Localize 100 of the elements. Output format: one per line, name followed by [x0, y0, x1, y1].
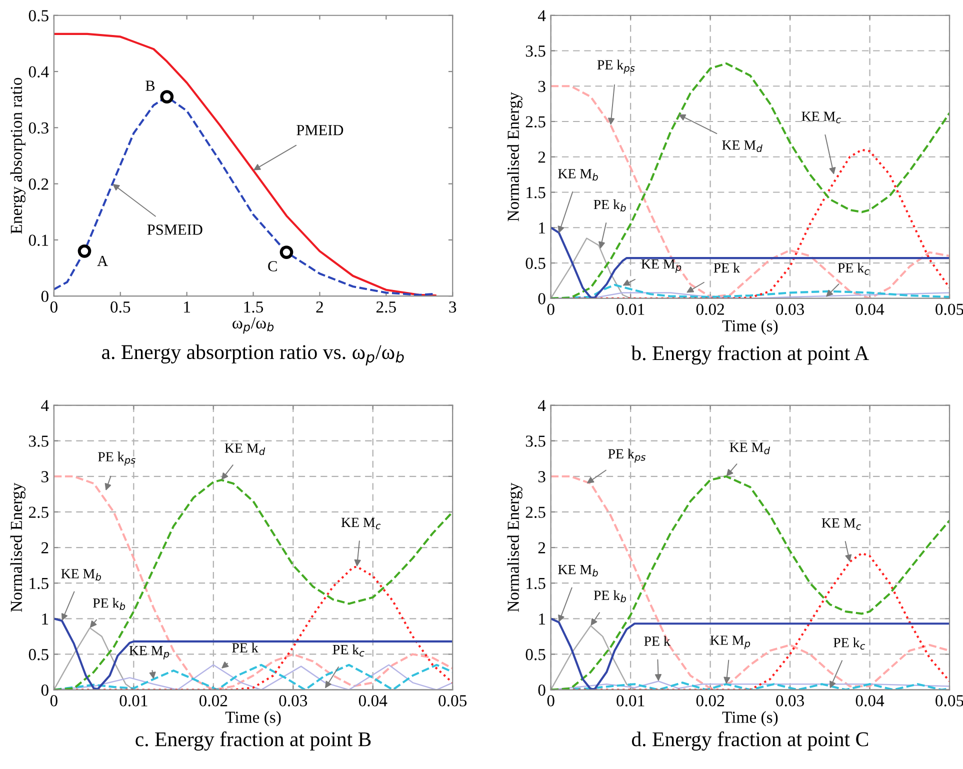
y-tick-label: 2.5 — [28, 506, 48, 518]
annotation: KE M$_{c}$ — [341, 518, 381, 530]
x-axis-title: Time (s) — [225, 711, 281, 726]
x-tick-label: 0 — [50, 301, 58, 313]
x-tick-label: 0 — [547, 304, 554, 315]
annotation: KE M$_{c}$ — [802, 112, 841, 124]
x-tick-label: 0.5 — [110, 301, 130, 313]
point — [160, 90, 174, 104]
annotation: C — [268, 261, 277, 272]
point — [78, 244, 92, 258]
annotation: KE M$_{c}$ — [822, 518, 862, 530]
x-tick-label: 0.05 — [936, 695, 963, 706]
x-tick-label: 0.01 — [616, 304, 644, 316]
point — [280, 246, 294, 259]
x-axis-title: Time (s) — [722, 320, 778, 335]
y-tick-label: 0.5 — [28, 10, 48, 22]
x-tick-label: 1.5 — [244, 301, 264, 313]
y-tick-label: 3 — [538, 471, 546, 482]
annotation: PE k — [714, 262, 740, 272]
x-tick-label: 0.01 — [616, 695, 644, 706]
annotation: PE k$_{ps}$ — [98, 452, 136, 466]
annotation: KE M$_{p}$ — [129, 646, 170, 660]
x-axis-title: Time (s) — [722, 711, 778, 726]
annotation: PE k$_{c}$ — [838, 262, 870, 275]
y-axis-title: Normalised Energy — [507, 92, 522, 222]
x-tick-label: 0.04 — [856, 695, 884, 706]
y-tick-label: 2.5 — [526, 116, 546, 128]
y-tick-label: 0.1 — [28, 234, 48, 246]
annotation: KE M$_{d}$ — [730, 442, 770, 454]
annotation: PE k$_{c}$ — [332, 644, 364, 657]
y-tick-label: 0.5 — [526, 258, 546, 270]
y-tick-label: 4 — [538, 400, 546, 412]
x-tick-label: 0.02 — [696, 304, 724, 316]
annotation: KE M$_{p}$ — [710, 636, 750, 650]
x-tick-label: 0.03 — [776, 695, 804, 706]
annotation: KE M$_{d}$ — [722, 140, 762, 152]
y-tick-label: 0.2 — [28, 178, 48, 190]
x-tick-label: 0.03 — [776, 304, 804, 316]
text: b. Energy fraction at point A — [631, 345, 870, 365]
y-tick-label: 2 — [538, 542, 546, 554]
x-tick-label: 0.05 — [438, 695, 467, 706]
y-tick-label: 0 — [538, 293, 546, 304]
annotation: KE M$_{b}$ — [558, 169, 598, 181]
annotation: PE k — [644, 636, 670, 646]
annotation: PMEID — [296, 125, 344, 136]
annotation: KE M$_{d}$ — [224, 444, 266, 456]
x-tick-label: 0 — [50, 695, 58, 706]
y-tick-label: 0 — [41, 290, 48, 302]
annotation: PE k$_{ps}$ — [597, 60, 635, 74]
annotation: B — [146, 80, 155, 91]
y-tick-label: 4 — [538, 10, 546, 22]
y-tick-label: 2 — [41, 542, 48, 554]
y-tick-label: 0.5 — [28, 648, 48, 660]
text: c. Energy fraction at point B — [136, 731, 371, 751]
y-tick-label: 3.5 — [29, 436, 48, 447]
line-series — [54, 32, 436, 296]
y-tick-label: 0.5 — [526, 648, 546, 660]
y-tick-label: 3.5 — [526, 46, 546, 57]
y-tick-label: 1.5 — [30, 578, 48, 590]
y-tick-label: 1.5 — [526, 187, 546, 198]
x-tick-label: 0 — [547, 695, 554, 706]
text: d. Energy fraction at point C — [632, 731, 868, 751]
x-tick-label: 0.01 — [120, 695, 148, 706]
x-tick-label: 0.02 — [199, 695, 228, 706]
annotation: PE k$_{b}$ — [92, 598, 126, 610]
x-tick-label: 0.04 — [856, 304, 884, 316]
y-tick-label: 3 — [538, 80, 546, 92]
x-tick-label: 0.05 — [936, 304, 963, 316]
y-tick-label: 3 — [42, 471, 48, 482]
y-tick-label: 0.4 — [28, 66, 49, 78]
annotation: PE k$_{b}$ — [594, 199, 626, 212]
x-tick-label: 3 — [449, 301, 456, 313]
y-tick-label: 1.5 — [526, 578, 546, 590]
annotation: A — [97, 256, 108, 266]
annotation: PE k$_{ps}$ — [608, 448, 646, 463]
y-tick-label: 1 — [539, 222, 545, 234]
x-tick-label: 0.02 — [696, 695, 724, 706]
y-tick-label: 3.5 — [526, 436, 546, 447]
annotation: PE k — [232, 642, 258, 652]
annotation: KE M$_{p}$ — [641, 259, 682, 273]
annotation: PE k$_{b}$ — [594, 590, 626, 602]
y-tick-label: 1 — [42, 613, 48, 624]
x-tick-label: 2 — [316, 301, 323, 312]
y-tick-label: 0.3 — [28, 122, 48, 134]
annotation: KE M$_{b}$ — [61, 569, 101, 581]
x-tick-label: 1 — [184, 301, 190, 312]
annotation: PE k$_{c}$ — [834, 638, 866, 650]
y-tick-label: 2 — [538, 152, 546, 163]
y-axis-title: Normalised Energy — [507, 482, 522, 612]
y-axis-title: Energy absorption ratio — [10, 78, 26, 234]
y-tick-label: 0 — [538, 684, 546, 696]
y-axis-title: Normalised Energy — [10, 482, 26, 612]
annotation: KE M$_{b}$ — [558, 565, 598, 577]
y-tick-label: 1 — [539, 613, 545, 624]
y-tick-label: 0 — [41, 684, 48, 696]
y-tick-label: 2.5 — [526, 506, 546, 518]
x-tick-label: 0.03 — [279, 695, 308, 706]
annotation: PSMEID — [147, 224, 202, 235]
x-axis-title: ω$_{p}$/ω$_{b}$ — [232, 317, 274, 334]
x-tick-label: 2.5 — [376, 301, 396, 313]
